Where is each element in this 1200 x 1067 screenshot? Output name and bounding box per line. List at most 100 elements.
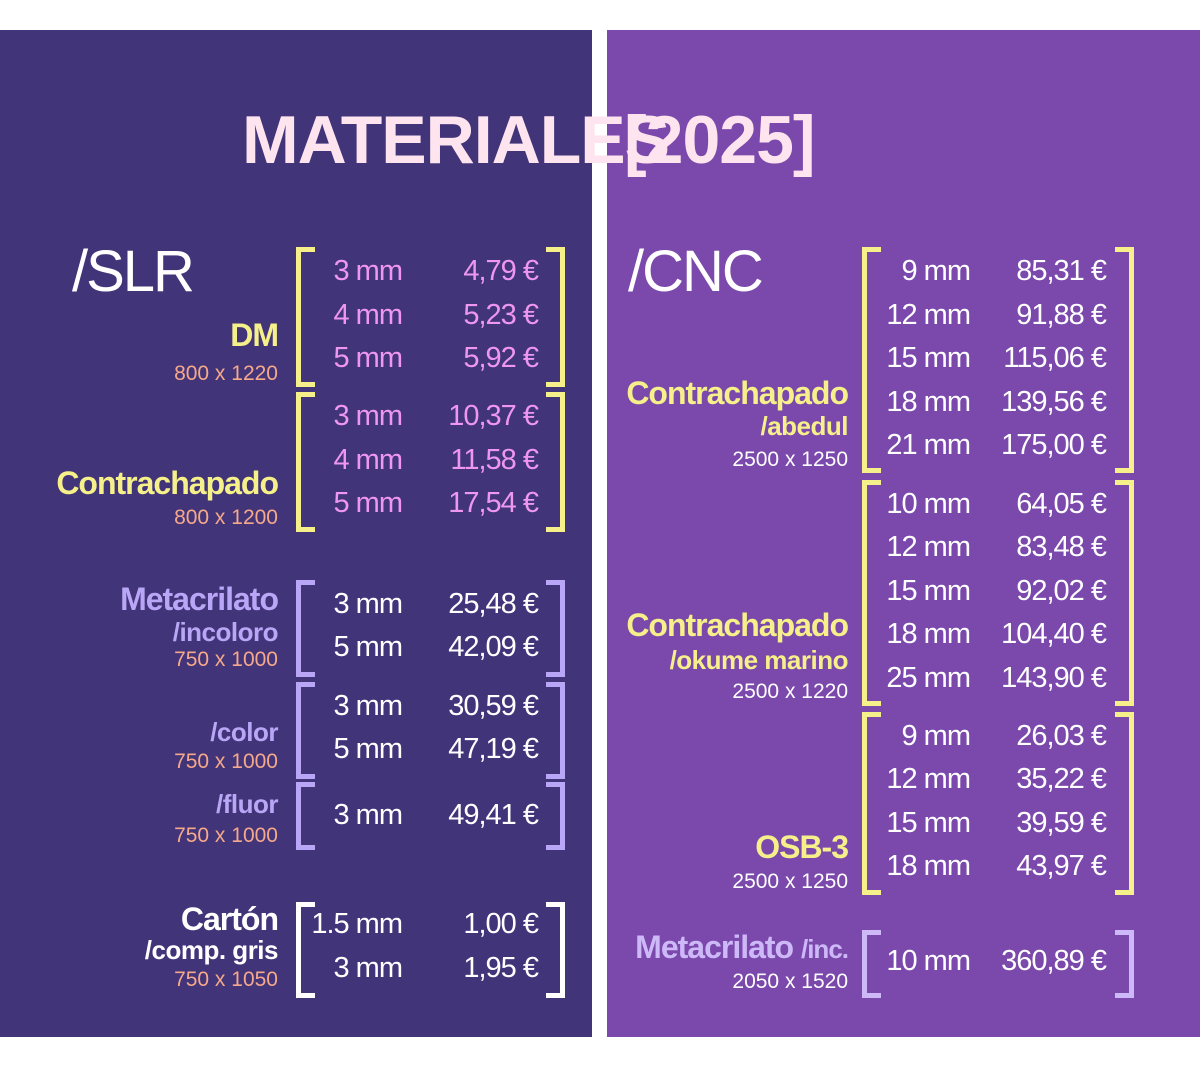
price: 360,89 € — [1001, 945, 1107, 977]
material-name: Contrachapado — [626, 375, 849, 411]
thickness: 12 mm — [886, 531, 971, 563]
thickness: 5 mm — [333, 487, 403, 519]
thickness: 12 mm — [886, 299, 971, 331]
price: 5,92 € — [463, 342, 539, 374]
price: 64,05 € — [1016, 488, 1107, 520]
material-dimensions: 2050 x 1520 — [732, 970, 848, 993]
price: 25,48 € — [448, 588, 539, 620]
price: 104,40 € — [1001, 618, 1107, 650]
page-title: MATERIALES — [242, 102, 670, 178]
thickness: 15 mm — [886, 807, 971, 839]
material-name: Contrachapado — [56, 465, 279, 501]
price: 11,58 € — [450, 444, 539, 476]
bracket-open — [296, 902, 315, 998]
material-dimensions: 750 x 1000 — [174, 750, 278, 773]
material-dimensions: 750 x 1000 — [174, 648, 278, 671]
price: 175,00 € — [1001, 429, 1107, 461]
price: 42,09 € — [448, 631, 539, 663]
thickness: 3 mm — [333, 588, 403, 620]
material-dimensions: 2500 x 1250 — [732, 870, 848, 893]
thickness: 9 mm — [901, 720, 971, 752]
bracket-close — [546, 247, 565, 387]
bracket-open — [296, 247, 315, 387]
thickness: 10 mm — [886, 945, 971, 977]
material-dimensions: 750 x 1000 — [174, 824, 278, 847]
price: 39,59 € — [1016, 807, 1107, 839]
material-name: OSB-3 — [755, 829, 849, 865]
cnc-panel — [607, 30, 1200, 1037]
thickness: 15 mm — [886, 575, 971, 607]
material-name: Metacrilato — [120, 581, 279, 617]
bracket-close — [1115, 480, 1134, 706]
thickness: 5 mm — [333, 631, 403, 663]
material-variant: /comp. gris — [144, 935, 279, 965]
price: 143,90 € — [1001, 662, 1107, 694]
bracket-close — [546, 392, 565, 532]
price: 4,79 € — [463, 255, 539, 287]
bracket-open — [296, 682, 315, 779]
material-dimensions: 800 x 1200 — [174, 506, 278, 529]
bracket-close — [546, 580, 565, 677]
bracket-open — [862, 247, 881, 473]
thickness: 12 mm — [886, 763, 971, 795]
thickness: 4 mm — [333, 299, 403, 331]
material-variant: /incoloro — [172, 617, 279, 647]
thickness: 18 mm — [886, 386, 971, 418]
material-name: Cartón — [180, 901, 279, 937]
thickness: 3 mm — [333, 400, 403, 432]
material-variant: /okume marino — [669, 645, 849, 675]
page-year: [2025] — [624, 102, 816, 178]
bracket-close — [1115, 712, 1134, 895]
material-variant: /fluor — [216, 789, 279, 819]
price: 85,31 € — [1016, 255, 1107, 287]
bracket-open — [296, 580, 315, 677]
price: 35,22 € — [1016, 763, 1107, 795]
material-variant: /abedul — [760, 411, 848, 441]
material-dimensions: 800 x 1220 — [174, 362, 278, 385]
thickness: 25 mm — [886, 662, 971, 694]
thickness: 1.5 mm — [311, 908, 403, 940]
price: 26,03 € — [1016, 720, 1107, 752]
price: 43,97 € — [1016, 850, 1107, 882]
bracket-open — [296, 392, 315, 532]
material-name: Contrachapado — [626, 607, 849, 643]
bracket-close — [546, 682, 565, 779]
cnc-section-label: /CNC — [628, 239, 764, 304]
price: 49,41 € — [448, 799, 539, 831]
material-name: Metacrilato /inc. — [635, 930, 849, 966]
thickness: 15 mm — [886, 342, 971, 374]
price: 10,37 € — [448, 400, 539, 432]
thickness: 21 mm — [886, 429, 971, 461]
thickness: 5 mm — [333, 733, 403, 765]
slr-panel — [0, 30, 592, 1037]
price: 83,48 € — [1016, 531, 1107, 563]
price: 139,56 € — [1001, 386, 1107, 418]
bracket-close — [1115, 247, 1134, 473]
bracket-open — [296, 782, 315, 850]
thickness: 3 mm — [333, 690, 403, 722]
material-name: DM — [230, 317, 279, 353]
thickness: 3 mm — [333, 952, 403, 984]
material-variant: /inc. — [800, 934, 849, 964]
price: 1,95 € — [463, 952, 539, 984]
material-dimensions: 2500 x 1220 — [732, 680, 848, 703]
thickness: 4 mm — [333, 444, 403, 476]
slr-section-label: /SLR — [72, 239, 195, 304]
bracket-open — [862, 480, 881, 706]
material-dimensions: 750 x 1050 — [174, 968, 278, 991]
price: 17,54 € — [448, 487, 539, 519]
price: 5,23 € — [463, 299, 539, 331]
price: 47,19 € — [448, 733, 539, 765]
thickness: 3 mm — [333, 255, 403, 287]
bracket-close — [1115, 930, 1134, 998]
material-variant: /color — [210, 717, 278, 747]
price: 30,59 € — [448, 690, 539, 722]
price: 91,88 € — [1016, 299, 1107, 331]
thickness: 18 mm — [886, 618, 971, 650]
bracket-open — [862, 930, 881, 998]
thickness: 18 mm — [886, 850, 971, 882]
bracket-open — [862, 712, 881, 895]
thickness: 5 mm — [333, 342, 403, 374]
thickness: 10 mm — [886, 488, 971, 520]
thickness: 3 mm — [333, 799, 403, 831]
